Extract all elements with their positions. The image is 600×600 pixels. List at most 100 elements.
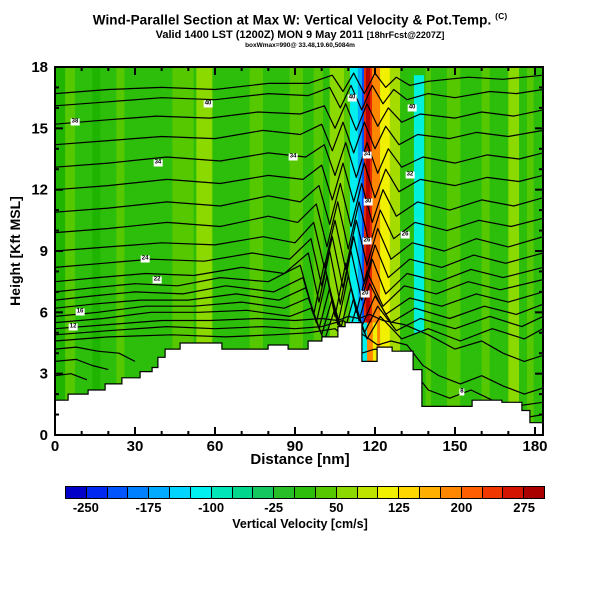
y-tick-label: 9 <box>40 243 48 260</box>
fill-band <box>361 322 367 362</box>
fill-band <box>372 67 381 435</box>
contour-label: 38 <box>70 118 80 126</box>
contour-label: 40 <box>347 94 357 102</box>
contour-line <box>55 103 543 131</box>
colorbar-caption: Vertical Velocity [cm/s] <box>232 517 368 531</box>
fill-band <box>380 67 390 435</box>
y-tick-label: 0 <box>40 427 48 444</box>
chart-subtitle: Valid 1400 LST (1200Z) MON 9 May 2011 [1… <box>0 29 600 42</box>
fill-band <box>425 67 431 435</box>
colorbar-tick-label: 125 <box>388 500 410 515</box>
max-w-location-text: boxWmax=990@ 33.48,19.60,5084m <box>245 41 355 49</box>
y-tick-label: 3 <box>40 366 48 383</box>
fill-band <box>344 67 350 435</box>
contour-label: 26 <box>400 231 410 239</box>
colorbar-segment <box>357 487 379 498</box>
fill-band <box>365 67 370 435</box>
x-tick-label: 120 <box>362 438 387 455</box>
colorbar-tick-label: -175 <box>135 500 162 515</box>
contour-label: 34 <box>288 153 298 161</box>
colorbar-segment <box>482 487 504 498</box>
colorbar-tick-label: 275 <box>513 500 535 515</box>
title-block: Wind-Parallel Section at Max W: Vertical… <box>0 11 600 49</box>
colorbar-segment <box>461 487 483 498</box>
colorbar-segment <box>274 487 296 498</box>
contour-line <box>55 142 543 178</box>
colorbar <box>65 486 545 499</box>
fill-band <box>116 67 125 435</box>
contour-line <box>55 373 88 381</box>
y-axis-label: Height [Kft MSL] <box>7 196 23 306</box>
x-tick-label: 180 <box>522 438 547 455</box>
contour-line <box>55 84 543 111</box>
contour-label: 30 <box>363 198 373 206</box>
colorbar-tick-label: 50 <box>329 500 344 515</box>
contour-line <box>55 313 543 362</box>
contour-line <box>55 162 543 203</box>
contour-line <box>55 274 543 326</box>
contour-label: 40 <box>407 104 417 112</box>
fill-band <box>413 75 425 333</box>
x-tick-label: 150 <box>442 438 467 455</box>
fill-band <box>367 322 373 362</box>
contour-label: 22 <box>152 276 162 284</box>
contour-line <box>55 219 543 270</box>
fill-band <box>447 67 461 435</box>
terrain <box>55 322 543 435</box>
colorbar-segment <box>211 487 233 498</box>
colorbar-tick-label: 200 <box>450 500 473 515</box>
contour-line <box>55 358 109 371</box>
contour-label: 12 <box>68 323 78 331</box>
fill-band <box>313 67 323 435</box>
fill-band <box>527 67 534 435</box>
colorbar-segment <box>524 487 545 498</box>
contour-line <box>55 328 543 407</box>
contour-line <box>55 319 543 395</box>
y-tick-label: 15 <box>31 120 48 137</box>
colorbar-segment <box>503 487 525 498</box>
colorbar-segment <box>253 487 275 498</box>
contour-label: 20 <box>360 290 370 298</box>
chart-title: Wind-Parallel Section at Max W: Vertical… <box>0 11 600 28</box>
contour-line <box>55 72 543 95</box>
colorbar-segment <box>170 487 191 498</box>
fill-band <box>92 67 101 435</box>
colorbar-segment <box>399 487 421 498</box>
colorbar-segment <box>107 487 129 498</box>
colorbar-segment <box>336 487 358 498</box>
contour-label: 16 <box>75 308 85 316</box>
y-tick-label: 12 <box>31 182 48 199</box>
fill-band <box>508 67 519 435</box>
x-tick-label: 60 <box>207 438 224 455</box>
contour-line <box>55 262 543 317</box>
colorbar-segment <box>295 487 316 498</box>
y-tick-label: 6 <box>40 304 48 321</box>
contour-label: 24 <box>140 255 150 263</box>
fill-band <box>349 67 358 435</box>
contour-label: 32 <box>405 171 415 179</box>
contour-label: 34 <box>362 151 372 159</box>
tick-labels: 0 30 60 90 120 150 180 0 3 6 9 12 15 18 <box>31 59 547 455</box>
colorbar-tick-label: -25 <box>264 500 284 515</box>
fill-band <box>481 67 490 435</box>
contour-line <box>55 250 543 305</box>
chart-title-text: Wind-Parallel Section at Max W: Vertical… <box>92 12 492 28</box>
colorbar-segment <box>190 487 212 498</box>
fill-band <box>372 322 378 362</box>
plot-area <box>55 67 543 435</box>
colorbar-segment <box>128 487 150 498</box>
contour-line <box>55 121 543 154</box>
colorbar-segment <box>149 487 171 498</box>
fill-band <box>249 67 263 435</box>
contour-label: 26 <box>362 237 372 245</box>
contour-line <box>55 346 136 362</box>
colorbar-segment <box>440 487 462 498</box>
y-tick-label: 18 <box>31 59 48 76</box>
colorbar-segment <box>232 487 254 498</box>
fill-band <box>65 67 75 435</box>
colorbar-tick-label: -100 <box>198 500 225 515</box>
colorbar-segment <box>66 487 87 498</box>
valid-time-text: Valid 1400 LST (1200Z) MON 9 May 2011 <box>155 29 367 42</box>
